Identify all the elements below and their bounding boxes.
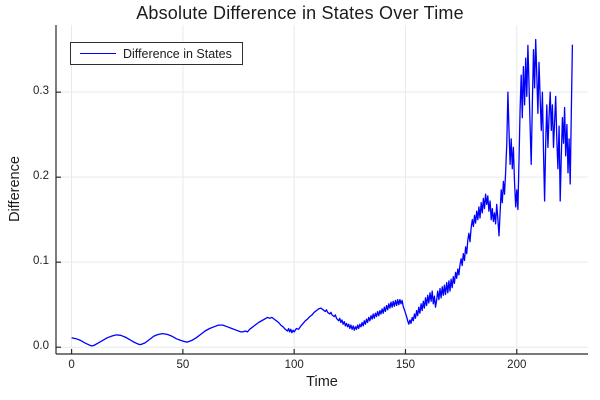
y-axis-title: Difference: [7, 156, 23, 222]
y-tick-label: 0.0: [33, 340, 49, 353]
x-tick-label: 200: [507, 359, 527, 371]
y-tick-label: 0.2: [33, 170, 49, 183]
legend-label: Difference in States: [123, 46, 232, 61]
chart-title: Absolute Difference in States Over Time: [136, 3, 464, 23]
legend: Difference in States: [70, 42, 243, 65]
y-tick-label: 0.1: [33, 255, 49, 268]
x-axis-title: Time: [306, 374, 338, 390]
x-tick-label: 100: [284, 359, 304, 371]
legend-line-sample-icon: [80, 53, 116, 54]
x-tick-label: 150: [395, 359, 416, 371]
y-tick-label: 0.3: [33, 85, 49, 98]
difference-series-line: [71, 38, 574, 347]
x-tick-label: 0: [68, 359, 75, 371]
x-tick-label: 50: [176, 359, 190, 371]
